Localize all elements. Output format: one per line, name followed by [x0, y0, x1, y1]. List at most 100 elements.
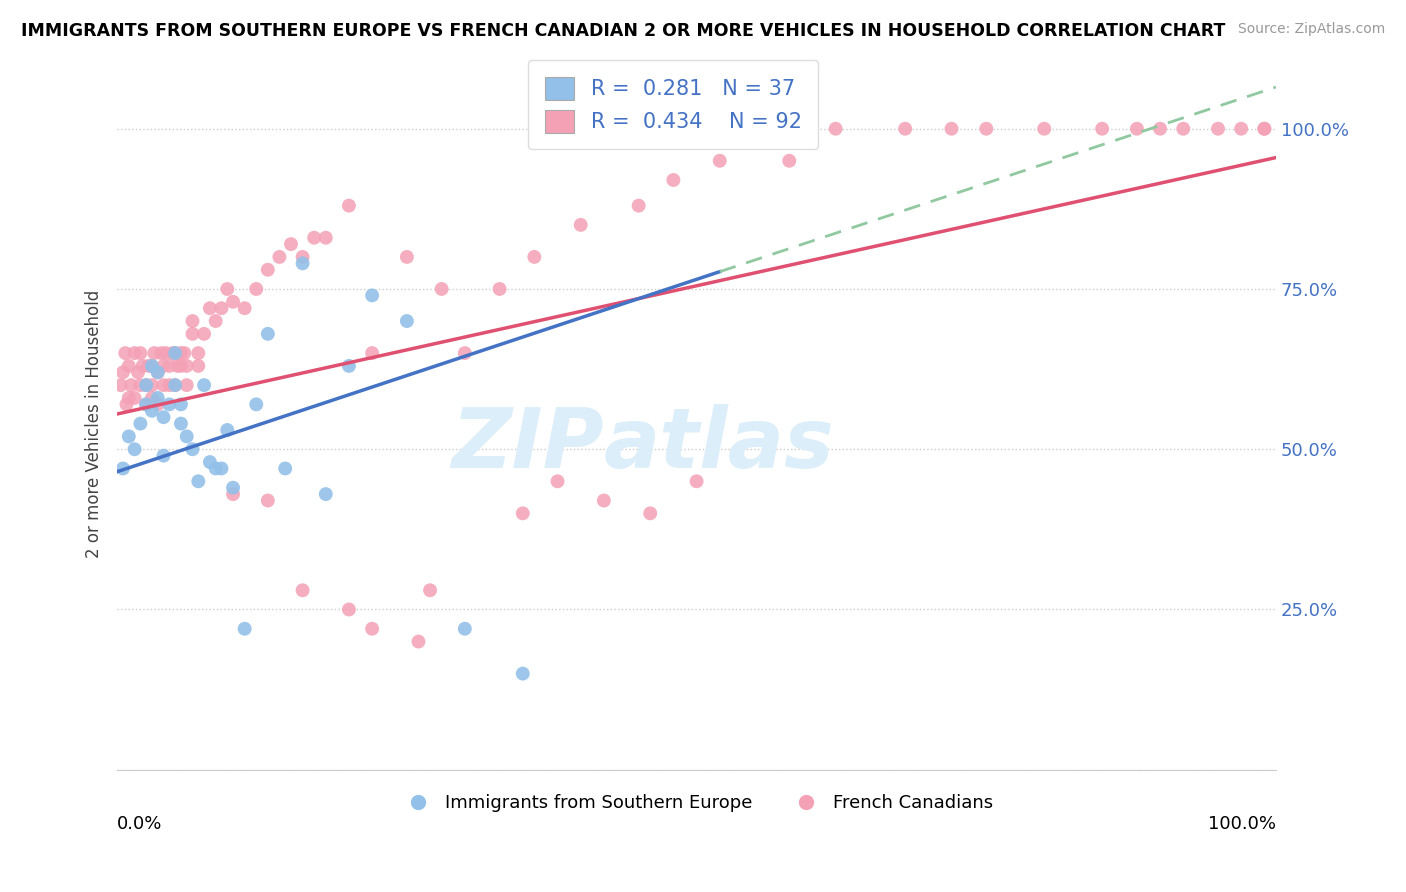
Point — [150, 346, 173, 360]
Point — [709, 153, 731, 168]
Point — [120, 378, 142, 392]
Text: 100.0%: 100.0% — [1208, 814, 1277, 833]
Point — [146, 391, 169, 405]
Point — [166, 359, 188, 373]
Point — [111, 365, 134, 379]
Point — [135, 378, 157, 392]
Point — [187, 346, 209, 360]
Text: ZIP: ZIP — [451, 404, 603, 485]
Point — [1230, 121, 1253, 136]
Point — [141, 359, 163, 373]
Text: 0.0%: 0.0% — [117, 814, 163, 833]
Point — [1149, 121, 1171, 136]
Point — [430, 282, 453, 296]
Point — [222, 294, 245, 309]
Point — [187, 475, 209, 489]
Point — [211, 461, 233, 475]
Point — [569, 218, 592, 232]
Point — [894, 121, 917, 136]
Point — [941, 121, 963, 136]
Point — [114, 346, 136, 360]
Point — [176, 429, 198, 443]
Point — [256, 493, 278, 508]
Point — [1173, 121, 1195, 136]
Point — [222, 487, 245, 501]
Point — [138, 359, 160, 373]
Point — [118, 429, 141, 443]
Point — [118, 391, 141, 405]
Point — [152, 359, 174, 373]
Point — [165, 346, 187, 360]
Point — [193, 378, 215, 392]
Point — [176, 378, 198, 392]
Point — [291, 250, 314, 264]
Point — [135, 378, 157, 392]
Point — [245, 282, 267, 296]
Point — [152, 378, 174, 392]
Point — [217, 423, 239, 437]
Point — [233, 622, 256, 636]
Point — [974, 121, 997, 136]
Point — [337, 359, 360, 373]
Point — [778, 153, 800, 168]
Point — [211, 301, 233, 316]
Text: atlas: atlas — [603, 404, 835, 485]
Point — [170, 346, 193, 360]
Point — [337, 199, 360, 213]
Point — [193, 326, 215, 341]
Point — [141, 404, 163, 418]
Point — [1253, 121, 1275, 136]
Point — [419, 583, 441, 598]
Point — [269, 250, 291, 264]
Point — [512, 666, 534, 681]
Y-axis label: 2 or more Vehicles in Household: 2 or more Vehicles in Household — [86, 290, 103, 558]
Text: Source: ZipAtlas.com: Source: ZipAtlas.com — [1237, 22, 1385, 37]
Point — [170, 397, 193, 411]
Point — [146, 365, 169, 379]
Point — [361, 346, 384, 360]
Point — [181, 314, 204, 328]
Point — [337, 602, 360, 616]
Point — [627, 199, 650, 213]
Point — [1033, 121, 1056, 136]
Point — [127, 365, 149, 379]
Point — [124, 391, 146, 405]
Point — [187, 359, 209, 373]
Point — [176, 359, 198, 373]
Point — [198, 301, 221, 316]
Point — [146, 397, 169, 411]
Point — [118, 359, 141, 373]
Point — [110, 378, 132, 392]
Point — [454, 346, 477, 360]
Point — [523, 250, 546, 264]
Point — [124, 346, 146, 360]
Point — [146, 365, 169, 379]
Point — [302, 230, 325, 244]
Point — [162, 346, 184, 360]
Point — [124, 442, 146, 457]
Point — [170, 359, 193, 373]
Point — [245, 397, 267, 411]
Point — [115, 397, 138, 411]
Point — [141, 391, 163, 405]
Point — [217, 282, 239, 296]
Point — [408, 634, 430, 648]
Point — [131, 359, 153, 373]
Point — [291, 583, 314, 598]
Point — [361, 622, 384, 636]
Point — [157, 378, 180, 392]
Point — [256, 326, 278, 341]
Point — [395, 250, 418, 264]
Point — [280, 237, 302, 252]
Point — [165, 378, 187, 392]
Point — [173, 346, 195, 360]
Point — [222, 481, 245, 495]
Point — [1091, 121, 1114, 136]
Point — [256, 262, 278, 277]
Legend: Immigrants from Southern Europe, French Canadians: Immigrants from Southern Europe, French … — [392, 787, 1001, 820]
Point — [361, 288, 384, 302]
Point — [155, 346, 177, 360]
Point — [274, 461, 297, 475]
Point — [824, 121, 846, 136]
Point — [662, 173, 685, 187]
